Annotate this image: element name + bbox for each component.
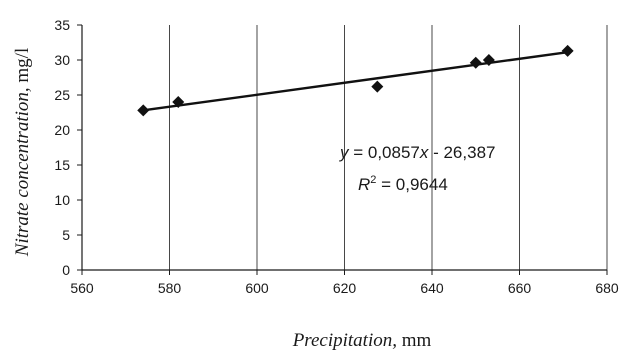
x-tick-label: 680 [595,280,619,296]
y-tick-label: 5 [62,227,70,243]
y-tick-label: 30 [54,52,70,68]
axes [81,25,607,271]
data-point [371,80,384,93]
data-point [172,96,185,108]
y-tick-label: 25 [54,87,70,103]
data-point [482,54,495,66]
r-squared: R2 = 0,9644 [358,174,448,194]
x-tick-label: 560 [70,280,94,296]
x-tick-label: 640 [420,280,444,296]
trendline [143,50,568,112]
grid-lines [77,24,608,275]
trend-equation: y = 0,0857x - 26,387 [339,143,495,162]
data-points [137,44,574,117]
y-tick-label: 15 [54,157,70,173]
y-tick-label: 0 [62,262,70,278]
trendline-group [143,50,568,112]
x-tick-label: 600 [245,280,269,296]
x-tick-label: 580 [158,280,182,296]
data-point [137,104,150,117]
data-point [469,56,482,69]
y-tick-label: 20 [54,122,70,138]
x-axis-title: Precipitation, mm [292,330,432,351]
x-tick-labels: 560 580 600 620 640 660 680 [70,280,619,296]
x-tick-label: 620 [333,280,357,296]
x-tick-label: 660 [508,280,532,296]
data-point [561,44,574,57]
y-tick-label: 10 [54,192,70,208]
y-axis-title: Nitrate concentration, mg/l [12,48,33,257]
y-tick-label: 35 [54,17,70,33]
y-tick-labels: 0 5 10 15 20 25 30 35 [54,17,70,278]
